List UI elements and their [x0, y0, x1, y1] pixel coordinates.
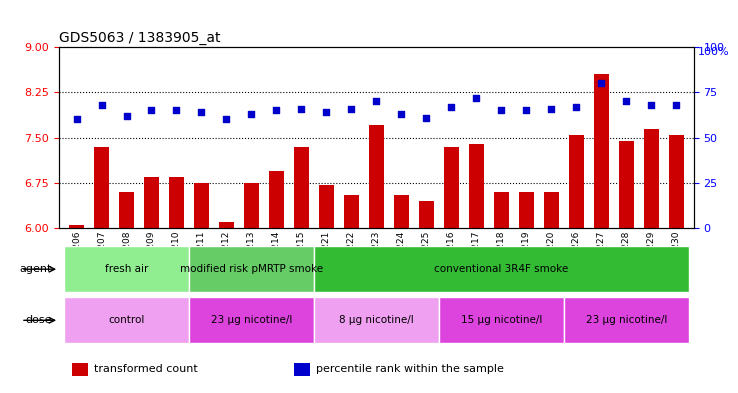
Point [396, 111, 407, 117]
FancyBboxPatch shape [314, 297, 439, 343]
Point [96, 102, 108, 108]
Bar [244, 183, 259, 393]
Point [670, 102, 682, 108]
Point [570, 104, 582, 110]
Bar [119, 192, 134, 393]
Point [170, 107, 182, 114]
Point [320, 109, 332, 116]
Text: transformed count: transformed count [94, 364, 198, 375]
Text: dose: dose [26, 315, 52, 325]
Bar [469, 143, 484, 393]
Bar [669, 134, 683, 393]
Point [545, 105, 557, 112]
FancyBboxPatch shape [64, 246, 189, 292]
Text: 8 μg nicotine/l: 8 μg nicotine/l [339, 315, 414, 325]
Bar [594, 74, 609, 393]
Bar [72, 363, 88, 376]
Point [596, 80, 607, 86]
Point [295, 105, 307, 112]
Text: 100%: 100% [698, 47, 729, 57]
Text: 15 μg nicotine/l: 15 μg nicotine/l [461, 315, 542, 325]
Bar [169, 177, 184, 393]
Point [421, 114, 432, 121]
Text: control: control [108, 315, 145, 325]
Bar [219, 222, 234, 393]
FancyBboxPatch shape [189, 246, 314, 292]
Point [470, 95, 482, 101]
Point [221, 116, 232, 123]
Bar [369, 125, 384, 393]
FancyBboxPatch shape [314, 246, 689, 292]
Point [345, 105, 357, 112]
Point [621, 98, 632, 105]
Bar [569, 134, 584, 393]
Bar [69, 225, 84, 393]
Bar [544, 192, 559, 393]
Text: 23 μg nicotine/l: 23 μg nicotine/l [211, 315, 292, 325]
Bar [344, 195, 359, 393]
Bar [269, 171, 284, 393]
Bar [618, 141, 634, 393]
Bar [444, 147, 459, 393]
Bar [644, 129, 659, 393]
Point [446, 104, 458, 110]
Point [520, 107, 532, 114]
Point [645, 102, 657, 108]
Bar [419, 201, 434, 393]
Bar [319, 185, 334, 393]
Bar [494, 192, 508, 393]
Bar [519, 192, 534, 393]
Text: percentile rank within the sample: percentile rank within the sample [316, 364, 504, 375]
Point [370, 98, 382, 105]
Point [196, 109, 207, 116]
Text: conventional 3R4F smoke: conventional 3R4F smoke [434, 264, 568, 274]
FancyBboxPatch shape [189, 297, 314, 343]
Bar [144, 177, 159, 393]
FancyBboxPatch shape [439, 297, 564, 343]
Bar [294, 147, 309, 393]
Bar [294, 363, 310, 376]
Point [271, 107, 283, 114]
Text: 23 μg nicotine/l: 23 μg nicotine/l [585, 315, 667, 325]
Text: GDS5063 / 1383905_at: GDS5063 / 1383905_at [59, 31, 221, 45]
Text: fresh air: fresh air [105, 264, 148, 274]
FancyBboxPatch shape [64, 297, 189, 343]
Point [145, 107, 157, 114]
Point [120, 113, 132, 119]
Point [71, 116, 83, 123]
Text: agent: agent [20, 264, 52, 274]
Bar [394, 195, 409, 393]
Bar [194, 183, 209, 393]
Bar [94, 147, 109, 393]
Point [246, 111, 258, 117]
Text: modified risk pMRTP smoke: modified risk pMRTP smoke [180, 264, 323, 274]
Point [495, 107, 507, 114]
FancyBboxPatch shape [564, 297, 689, 343]
